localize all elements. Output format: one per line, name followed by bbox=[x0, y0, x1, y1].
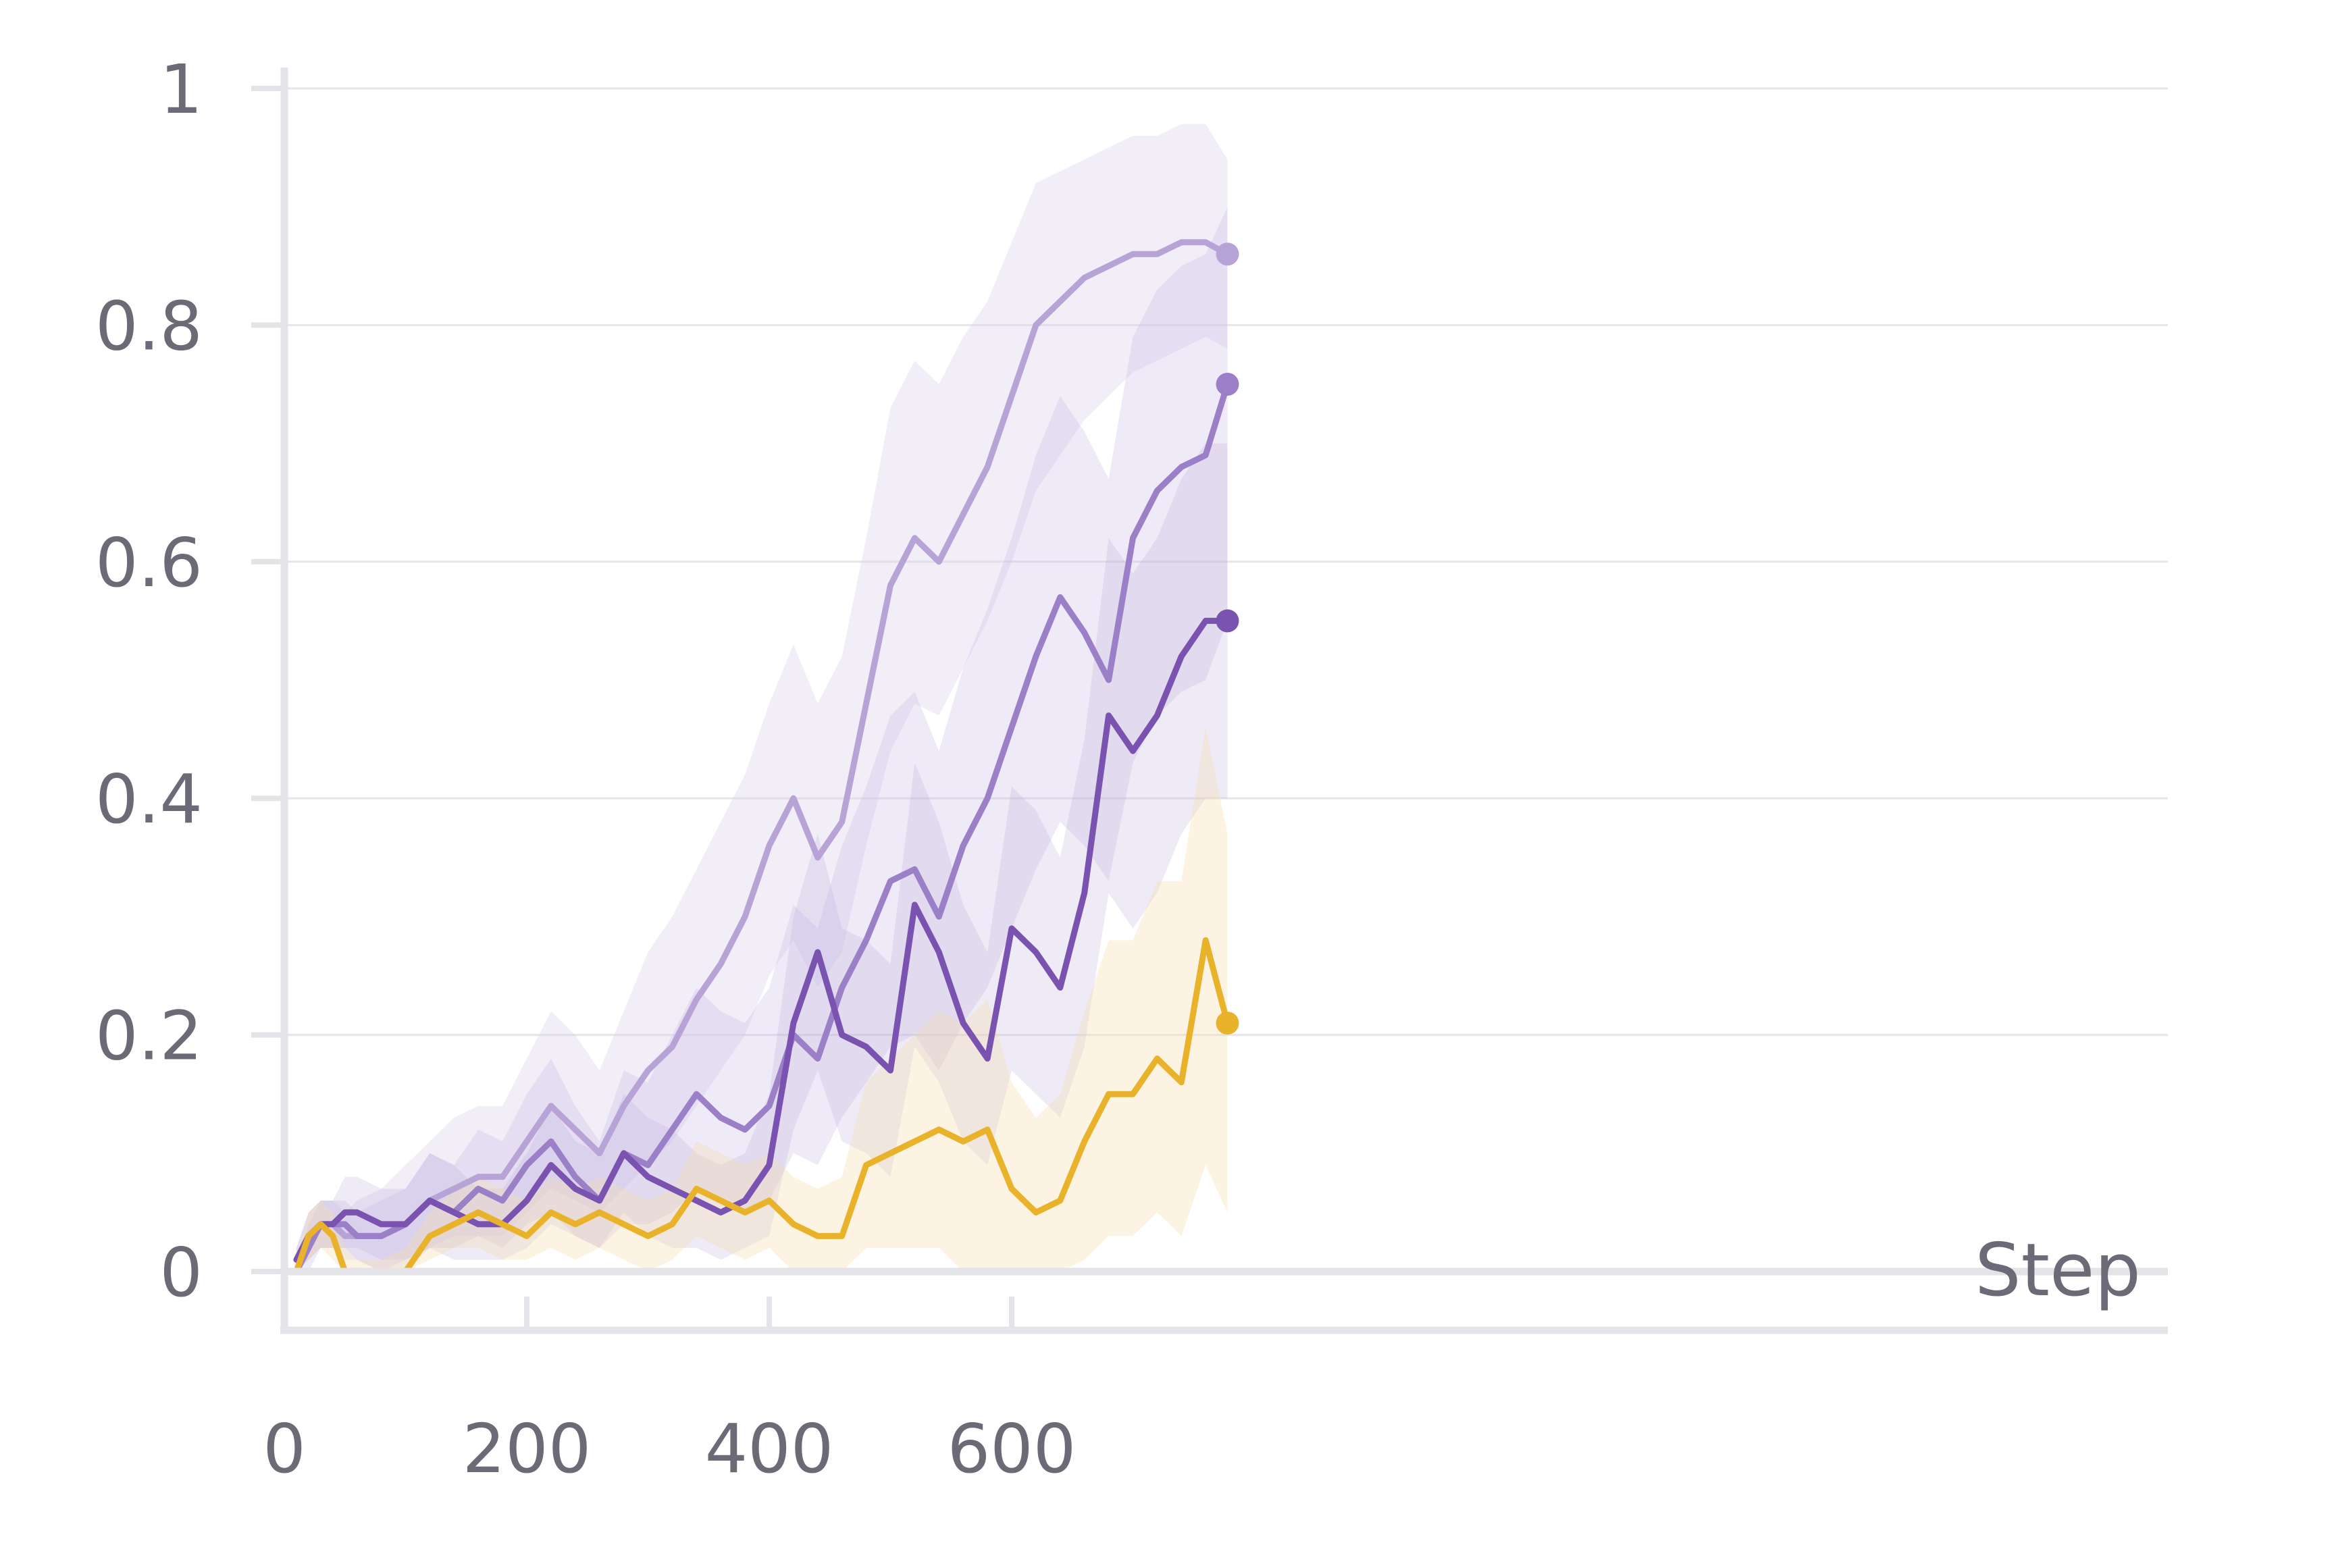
series-band bbox=[296, 443, 1228, 1272]
series-band bbox=[296, 727, 1228, 1272]
series-band bbox=[296, 124, 1228, 1272]
series-band bbox=[296, 207, 1228, 1272]
series-end-point bbox=[1216, 373, 1239, 396]
series-end-markers bbox=[1216, 242, 1239, 1035]
y-tick-label: 1 bbox=[159, 50, 203, 129]
x-tick-label: 400 bbox=[705, 1409, 834, 1488]
confidence-bands bbox=[296, 124, 1228, 1272]
x-tick-label: 200 bbox=[463, 1409, 592, 1488]
y-tick-label: 0.4 bbox=[95, 760, 203, 839]
y-tick-label: 0 bbox=[159, 1233, 203, 1312]
y-tick-label: 0.6 bbox=[95, 523, 203, 602]
series-end-point bbox=[1216, 609, 1239, 633]
horizontal-gridlines bbox=[284, 87, 2168, 1037]
series-end-point bbox=[1216, 242, 1239, 266]
y-tick-labels: 0 0.2 0.4 0.6 0.8 1 bbox=[95, 50, 203, 1312]
x-axis-title: Step bbox=[1975, 1228, 2141, 1313]
series-end-point bbox=[1216, 1012, 1239, 1035]
axes bbox=[251, 68, 2168, 1334]
x-tick-label: 0 bbox=[263, 1409, 306, 1488]
y-tick-label: 0.2 bbox=[95, 997, 203, 1076]
y-tick-label: 0.8 bbox=[95, 286, 203, 365]
x-tick-label: 600 bbox=[948, 1409, 1077, 1488]
x-tick-labels: 0 200 400 600 bbox=[263, 1409, 1076, 1488]
